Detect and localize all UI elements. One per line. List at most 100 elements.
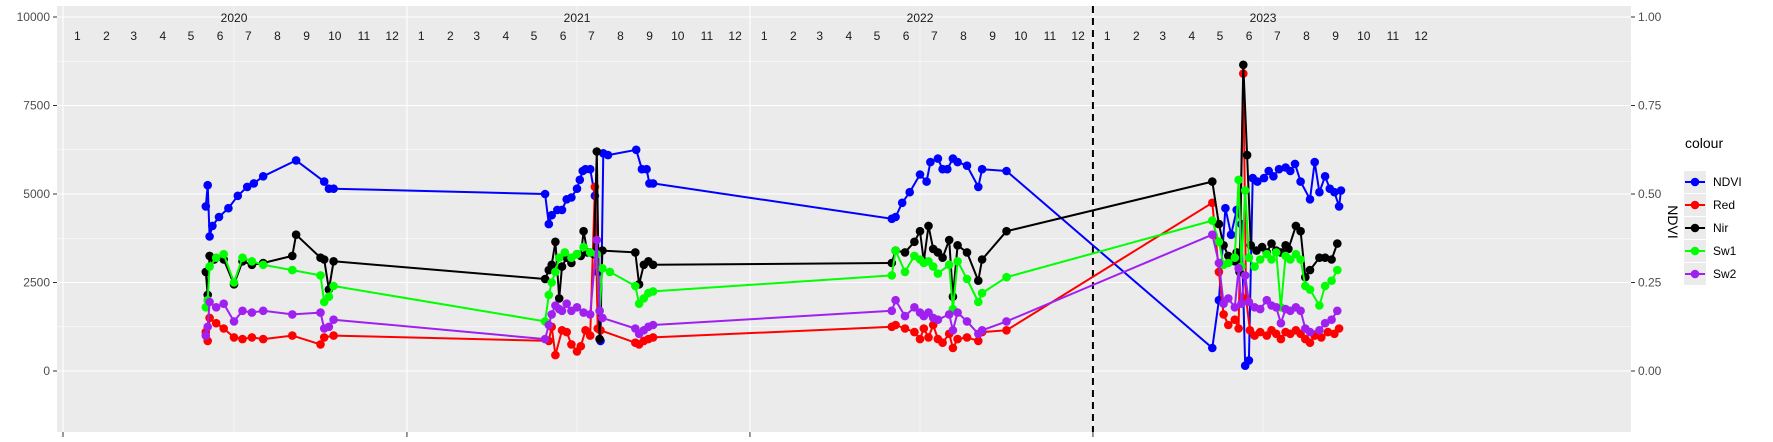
data-point-red [1224,320,1233,330]
data-point-sw2 [891,295,900,305]
data-point-red [329,331,338,340]
data-point-sw2 [648,320,658,330]
legend-label: Red [1713,198,1735,212]
data-point-ndvi [249,179,259,188]
month-label: 11 [1044,29,1057,43]
data-point-red [258,334,268,344]
data-point-sw1 [579,242,588,252]
data-point-sw1 [887,271,897,280]
data-point-red [1002,326,1011,335]
y-left-tick-label: 10000 [17,10,51,24]
data-point-ndvi [258,172,268,181]
month-label: 11 [701,29,714,43]
legend-label: Sw2 [1713,267,1737,281]
data-point-red [1234,324,1243,333]
data-point-nir [1267,239,1276,248]
y-right-tick-label: 0.75 [1638,99,1662,113]
data-point-sw2 [1224,294,1233,303]
month-label: 1 [761,29,768,43]
data-point-sw2 [211,303,221,312]
data-point-sw2 [977,326,987,335]
data-point-sw2 [219,299,228,309]
data-point-sw1 [547,278,556,287]
data-point-sw1 [891,246,900,255]
data-point-ndvi [329,184,338,193]
data-point-sw2 [579,308,588,317]
month-label: 10 [1014,29,1028,43]
data-point-red [924,333,933,342]
month-label: 8 [960,29,967,43]
data-point-red [915,334,925,344]
data-point-ndvi [926,157,935,167]
month-label: 12 [728,29,742,43]
data-point-sw2 [547,310,556,319]
data-point-sw1 [1296,255,1305,264]
data-point-sw2 [1296,306,1305,316]
series-ndvi [201,145,1346,371]
data-point-ndvi [1269,172,1278,181]
data-point-sw1 [544,290,554,300]
data-point-sw2 [933,315,943,325]
data-point-sw2 [887,306,897,316]
data-point-nir [1333,239,1342,248]
month-label: 7 [931,29,938,43]
data-point-sw2 [944,310,954,319]
legend-key-point [1690,177,1700,187]
month-label: 9 [646,29,653,43]
legend-items: NDVI Red Nir Sw1 Sw2 [1684,171,1742,285]
data-point-sw1 [205,262,214,271]
data-point-nir [974,276,983,286]
data-point-nir [319,255,329,264]
data-point-sw1 [977,288,987,298]
data-point-sw1 [598,264,607,273]
month-label: 10 [671,29,685,43]
data-point-red [247,333,257,342]
data-point-sw1 [1305,285,1315,294]
data-point-sw2 [585,310,595,319]
month-label: 7 [1274,29,1281,43]
y-axis-left: 0 2500 5000 7500 10000 [17,10,57,378]
data-point-ndvi [557,205,567,215]
data-point-sw2 [238,306,247,316]
x-axis-bottom [62,432,1094,437]
data-point-sw2 [229,317,239,326]
data-point-nir [547,260,556,270]
data-point-sw2 [1333,306,1342,316]
data-point-sw2 [1327,315,1336,325]
data-point-ndvi [585,164,595,174]
month-label: 3 [816,29,823,43]
data-point-sw2 [598,313,607,323]
data-point-ndvi [1221,203,1230,213]
data-point-sw1 [962,274,972,284]
data-point-ndvi [631,145,641,155]
data-point-sw1 [1250,262,1259,271]
data-point-sw2 [1244,297,1254,307]
data-point-nir [944,235,954,245]
data-point-sw2 [1240,271,1250,280]
data-point-nir [915,226,925,236]
data-point-sw1 [1315,301,1324,310]
month-label: 6 [560,29,567,43]
data-point-ndvi [1330,187,1339,197]
data-point-ndvi [953,157,962,167]
data-point-nir [977,255,987,264]
data-point-nir [962,248,972,257]
month-label: 3 [473,29,480,43]
month-label: 5 [1217,29,1224,43]
legend-item-sw2: Sw2 [1684,263,1737,285]
data-point-ndvi [1244,356,1254,365]
data-point-ndvi [922,177,931,186]
data-point-nir [554,294,564,303]
year-label: 2021 [564,11,591,25]
data-point-ndvi [1208,343,1217,353]
data-point-ndvi [962,161,972,170]
data-point-sw2 [247,308,257,317]
month-label: 1 [418,29,425,43]
data-point-sw1 [1244,253,1254,262]
data-point-red [1276,334,1286,344]
data-point-nir [1284,244,1293,254]
data-point-sw1 [560,248,570,257]
data-point-sw1 [1230,253,1240,262]
legend: colour NDVI Red Nir Sw1 Sw2 [1684,135,1742,285]
data-point-nir [579,226,588,236]
